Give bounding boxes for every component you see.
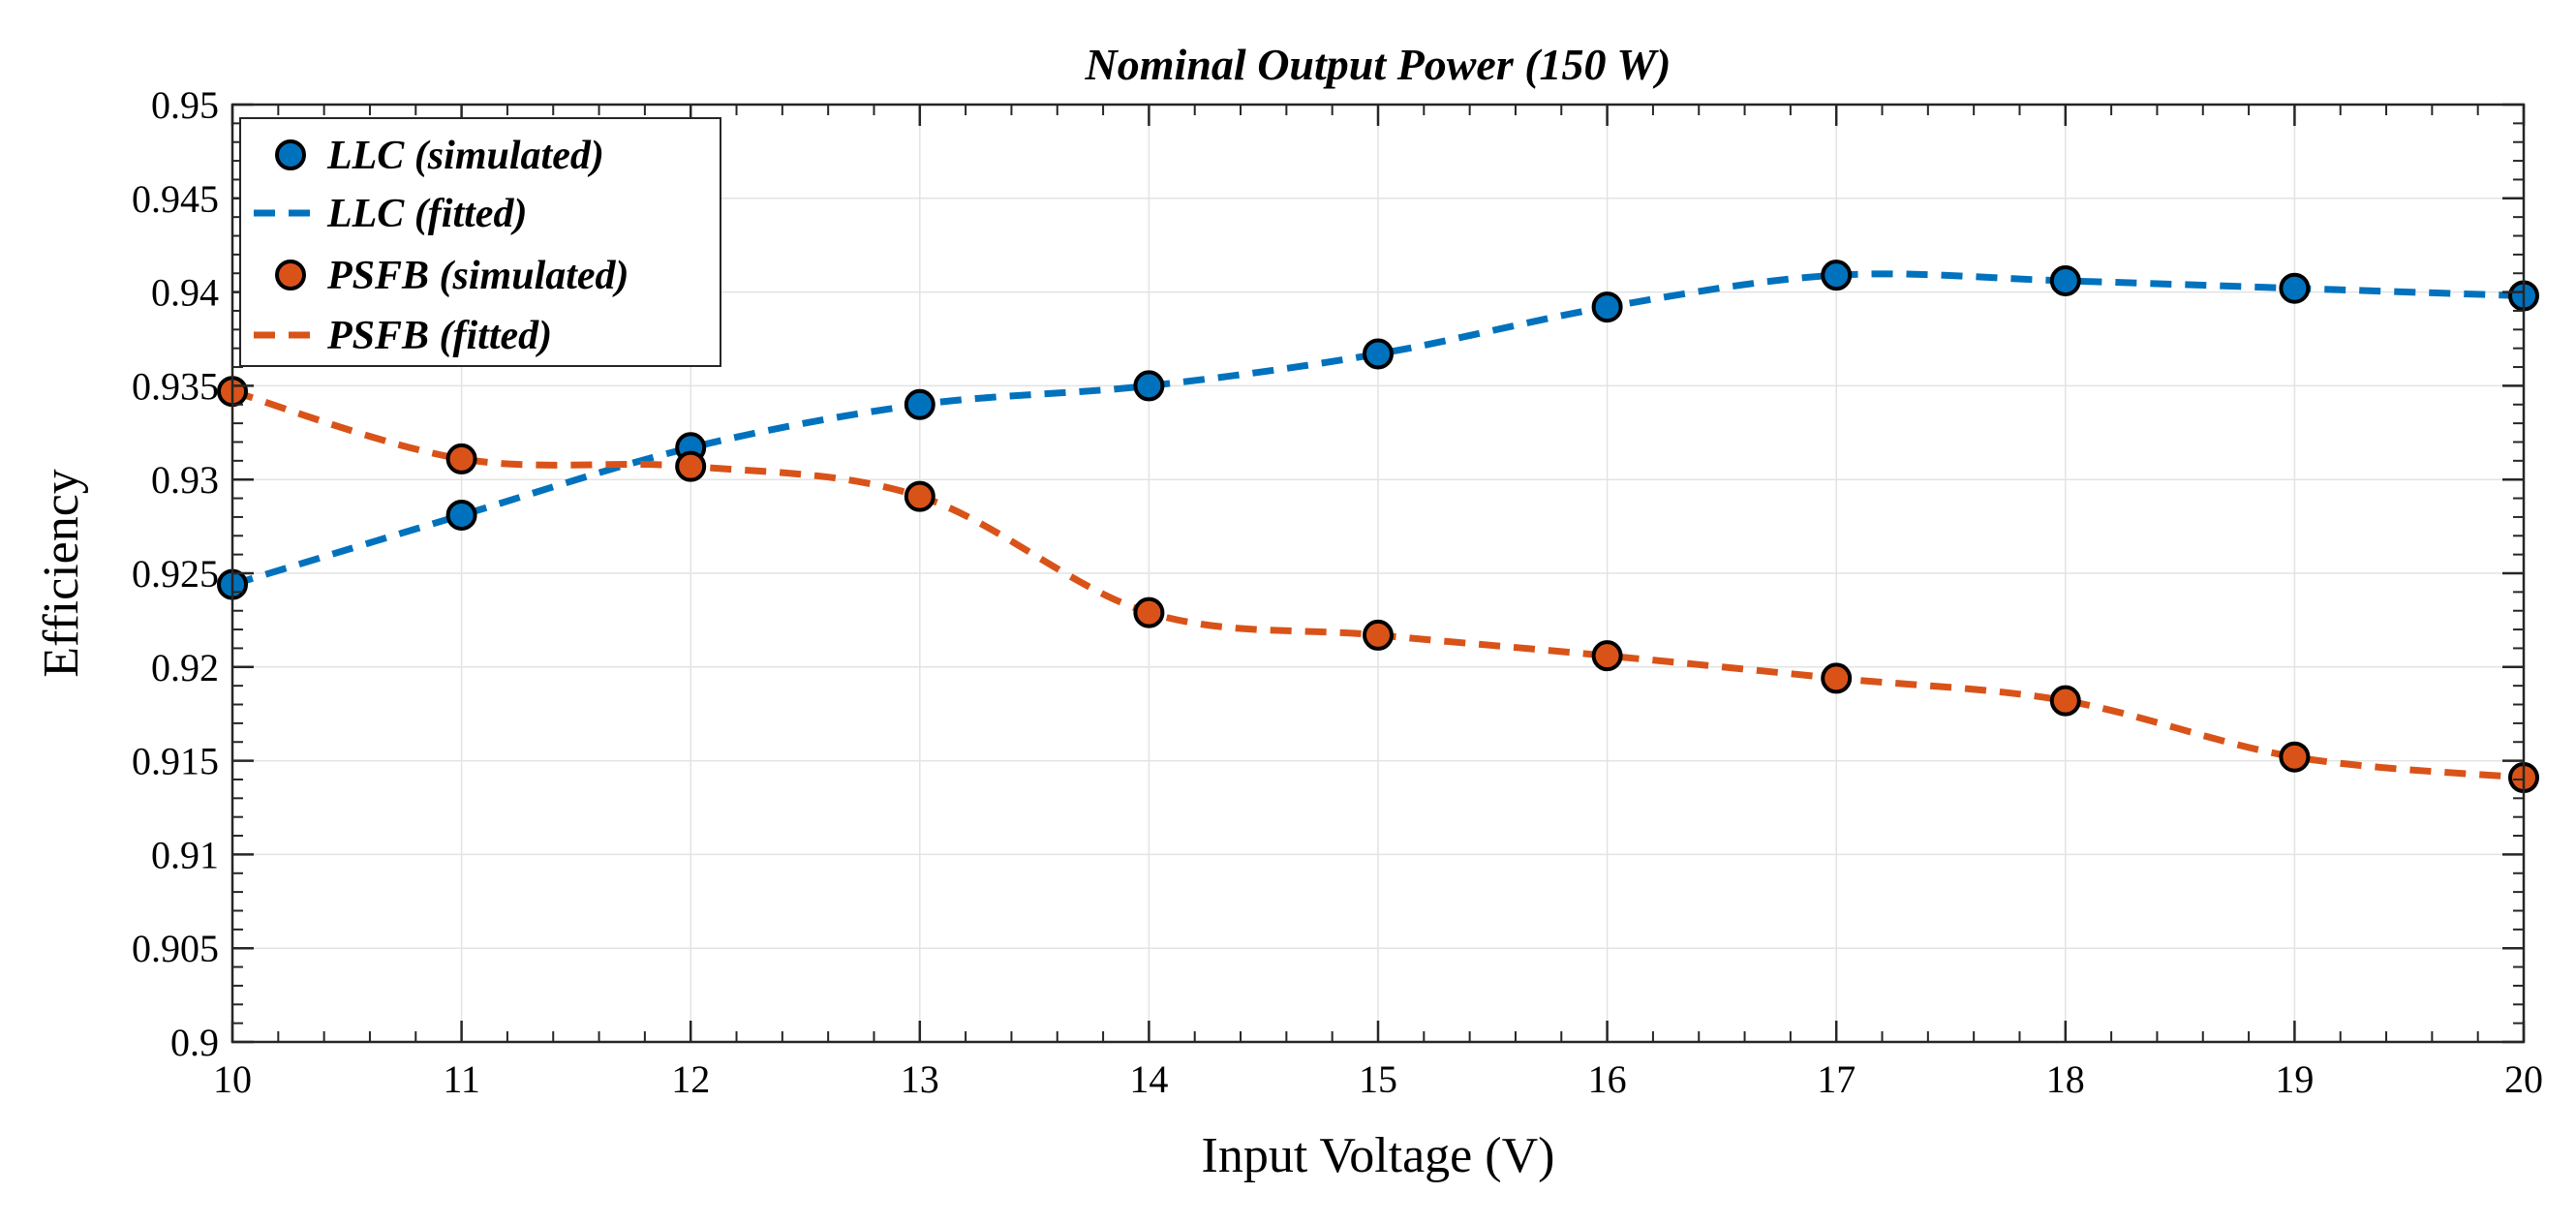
legend-box <box>239 117 721 367</box>
x-tick-label: 17 <box>1817 1057 1855 1101</box>
series-psfb-simulated-point <box>1821 662 1853 694</box>
series-psfb-simulated-point <box>2049 685 2081 717</box>
series-llc-simulated-point <box>1133 370 1165 402</box>
x-tick-label: 20 <box>2504 1057 2543 1101</box>
series-psfb-simulated-point <box>445 443 477 474</box>
legend-psfb-simulated-label: PSFB (simulated) <box>326 254 629 298</box>
legend: LLC (simulated) LLC (fitted) PSFB (simul… <box>239 117 721 367</box>
y-tick-label: 0.91 <box>151 833 219 876</box>
x-tick-label: 12 <box>671 1057 710 1101</box>
legend-psfb-fitted-label: PSFB (fitted) <box>326 314 552 358</box>
series-llc-simulated-point <box>445 499 477 531</box>
legend-llc-fitted-label: LLC (fitted) <box>326 192 527 236</box>
series-psfb-simulated-point <box>1133 597 1165 628</box>
series-llc-simulated-point <box>904 388 935 420</box>
y-tick-label: 0.9 <box>170 1021 219 1064</box>
y-axis-tick-labels: 0.9 0.905 0.91 0.915 0.92 0.925 0.93 0.935 0.94 0… <box>132 83 219 1064</box>
series-llc-simulated-point <box>2279 272 2311 304</box>
y-tick-label: 0.92 <box>151 646 219 689</box>
chart-title: Nominal Output Power (150 W) <box>1085 40 1671 89</box>
x-tick-label: 15 <box>1359 1057 1397 1101</box>
x-tick-label: 14 <box>1129 1057 1168 1101</box>
y-tick-label: 0.95 <box>151 83 219 127</box>
series-psfb-simulated-point <box>1591 640 1623 672</box>
y-tick-label: 0.945 <box>132 177 219 221</box>
y-tick-label: 0.94 <box>151 271 219 315</box>
y-tick-label: 0.93 <box>151 458 219 502</box>
x-axis-label: Input Voltage (V) <box>1202 1128 1555 1183</box>
x-tick-label: 11 <box>443 1057 480 1101</box>
series-llc-simulated-point <box>1363 338 1394 370</box>
x-tick-label: 19 <box>2275 1057 2314 1101</box>
series-llc-simulated-point <box>1591 291 1623 323</box>
legend-llc-simulated-label: LLC (simulated) <box>326 134 604 178</box>
y-axis-label: Efficiency <box>34 469 89 678</box>
series-psfb-simulated-point <box>675 450 707 482</box>
y-tick-label: 0.935 <box>132 364 219 408</box>
y-tick-label: 0.915 <box>132 740 219 783</box>
y-tick-label: 0.925 <box>132 552 219 596</box>
x-tick-label: 18 <box>2046 1057 2085 1101</box>
x-axis-tick-labels: 10 11 12 13 14 15 16 17 18 19 20 <box>213 1057 2543 1101</box>
series-llc-simulated-point <box>1821 260 1853 291</box>
simulated-markers <box>217 260 2539 794</box>
y-tick-label: 0.905 <box>132 927 219 970</box>
x-tick-label: 16 <box>1588 1057 1627 1101</box>
legend-llc-simulated-marker <box>275 139 306 170</box>
series-llc-simulated-point <box>2049 264 2081 296</box>
x-tick-label: 10 <box>213 1057 252 1101</box>
x-tick-label: 13 <box>901 1057 939 1101</box>
series-psfb-simulated-point <box>2279 741 2311 773</box>
legend-psfb-simulated-marker <box>275 260 306 291</box>
series-psfb-simulated-point <box>1363 619 1394 651</box>
series-psfb-simulated-point <box>904 480 935 512</box>
axis-ticks <box>230 103 2526 1044</box>
